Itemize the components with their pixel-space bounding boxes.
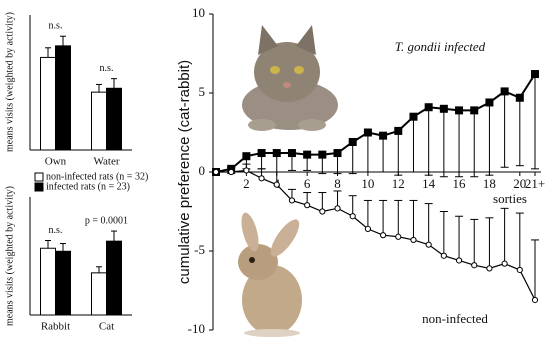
x-tick-label: 14 <box>422 176 436 191</box>
point <box>273 181 280 188</box>
point <box>501 260 508 267</box>
y-tick-label: -10 <box>188 321 205 336</box>
point <box>242 152 251 161</box>
annotation: n.s. <box>49 21 63 32</box>
point <box>516 266 523 274</box>
point <box>500 87 509 96</box>
x-tick-label: 21+ <box>525 176 545 191</box>
point <box>287 149 296 158</box>
point <box>319 208 326 215</box>
point <box>531 296 539 304</box>
series-line <box>216 169 536 301</box>
bar <box>40 247 56 316</box>
bar <box>106 240 122 316</box>
point <box>363 128 372 137</box>
y-tick-label: -5 <box>194 242 205 257</box>
point <box>288 197 296 204</box>
legend-label: infected rats (n = 23) <box>46 181 130 192</box>
point <box>485 98 494 107</box>
annotation: n.s. <box>49 225 63 236</box>
bar <box>55 250 71 316</box>
y-axis-label: cumulative preference (cat-rabbit) <box>176 60 193 284</box>
point <box>440 252 447 259</box>
annotation: p = 0.0001 <box>85 215 128 226</box>
y-tick-label: 10 <box>192 5 205 20</box>
legend-label: non-infected rats (n = 32) <box>46 171 148 182</box>
annotation: n.s. <box>100 63 114 74</box>
y-tick-label: 0 <box>199 163 206 178</box>
point <box>425 241 432 248</box>
legend-swatch <box>34 172 44 182</box>
x-tick-label: 18 <box>483 176 496 191</box>
point <box>318 150 327 159</box>
point <box>228 168 235 176</box>
point <box>455 106 464 115</box>
point <box>395 233 402 240</box>
x-tick-label: Cat <box>99 321 114 333</box>
point <box>409 112 418 121</box>
point <box>243 167 250 174</box>
point <box>486 265 493 272</box>
x-tick-label: 10 <box>361 176 374 191</box>
point <box>349 213 356 220</box>
point <box>304 202 311 209</box>
point <box>379 232 387 239</box>
point <box>272 149 281 158</box>
point <box>471 262 478 269</box>
x-tick-label: 6 <box>304 176 311 191</box>
bar <box>55 45 71 151</box>
y-tick-label: 5 <box>199 84 206 99</box>
bar <box>91 272 107 316</box>
point <box>348 137 357 146</box>
cat-photo <box>242 25 338 131</box>
bar <box>106 87 122 151</box>
point <box>257 149 266 158</box>
x-tick-label: 2 <box>243 176 250 191</box>
point <box>424 103 433 112</box>
x-tick-label: Own <box>45 156 67 168</box>
point <box>258 175 265 182</box>
series-label: T. gondii infected <box>395 39 486 54</box>
point <box>515 93 524 102</box>
rabbit-photo <box>238 212 302 337</box>
point <box>333 149 342 158</box>
x-tick-label: Water <box>94 156 120 168</box>
x-tick-label: 8 <box>334 176 341 191</box>
point <box>212 168 220 176</box>
point <box>439 104 448 113</box>
point <box>531 70 539 79</box>
point <box>455 257 463 264</box>
point <box>379 131 388 140</box>
series-label: non-infected <box>422 311 488 326</box>
x-tick-label: Rabbit <box>41 321 70 333</box>
y-axis-label: means visits (weighted by activity) <box>4 186 15 326</box>
point <box>364 225 372 232</box>
series-line <box>215 73 536 173</box>
y-axis-label: means visits (weighted by activity) <box>4 12 15 152</box>
x-axis-label: sorties <box>493 191 527 206</box>
bar <box>40 56 56 151</box>
x-tick-label: 16 <box>453 176 467 191</box>
line-chart: -10-50510246810121416182021+sortiescumul… <box>176 5 545 336</box>
point <box>394 126 403 135</box>
point <box>410 236 417 244</box>
point <box>303 150 312 159</box>
legend-swatch <box>34 182 44 192</box>
point <box>470 106 479 115</box>
point <box>334 205 341 212</box>
x-tick-label: 20 <box>513 176 526 191</box>
x-tick-label: 12 <box>392 176 405 191</box>
bar <box>91 91 107 151</box>
